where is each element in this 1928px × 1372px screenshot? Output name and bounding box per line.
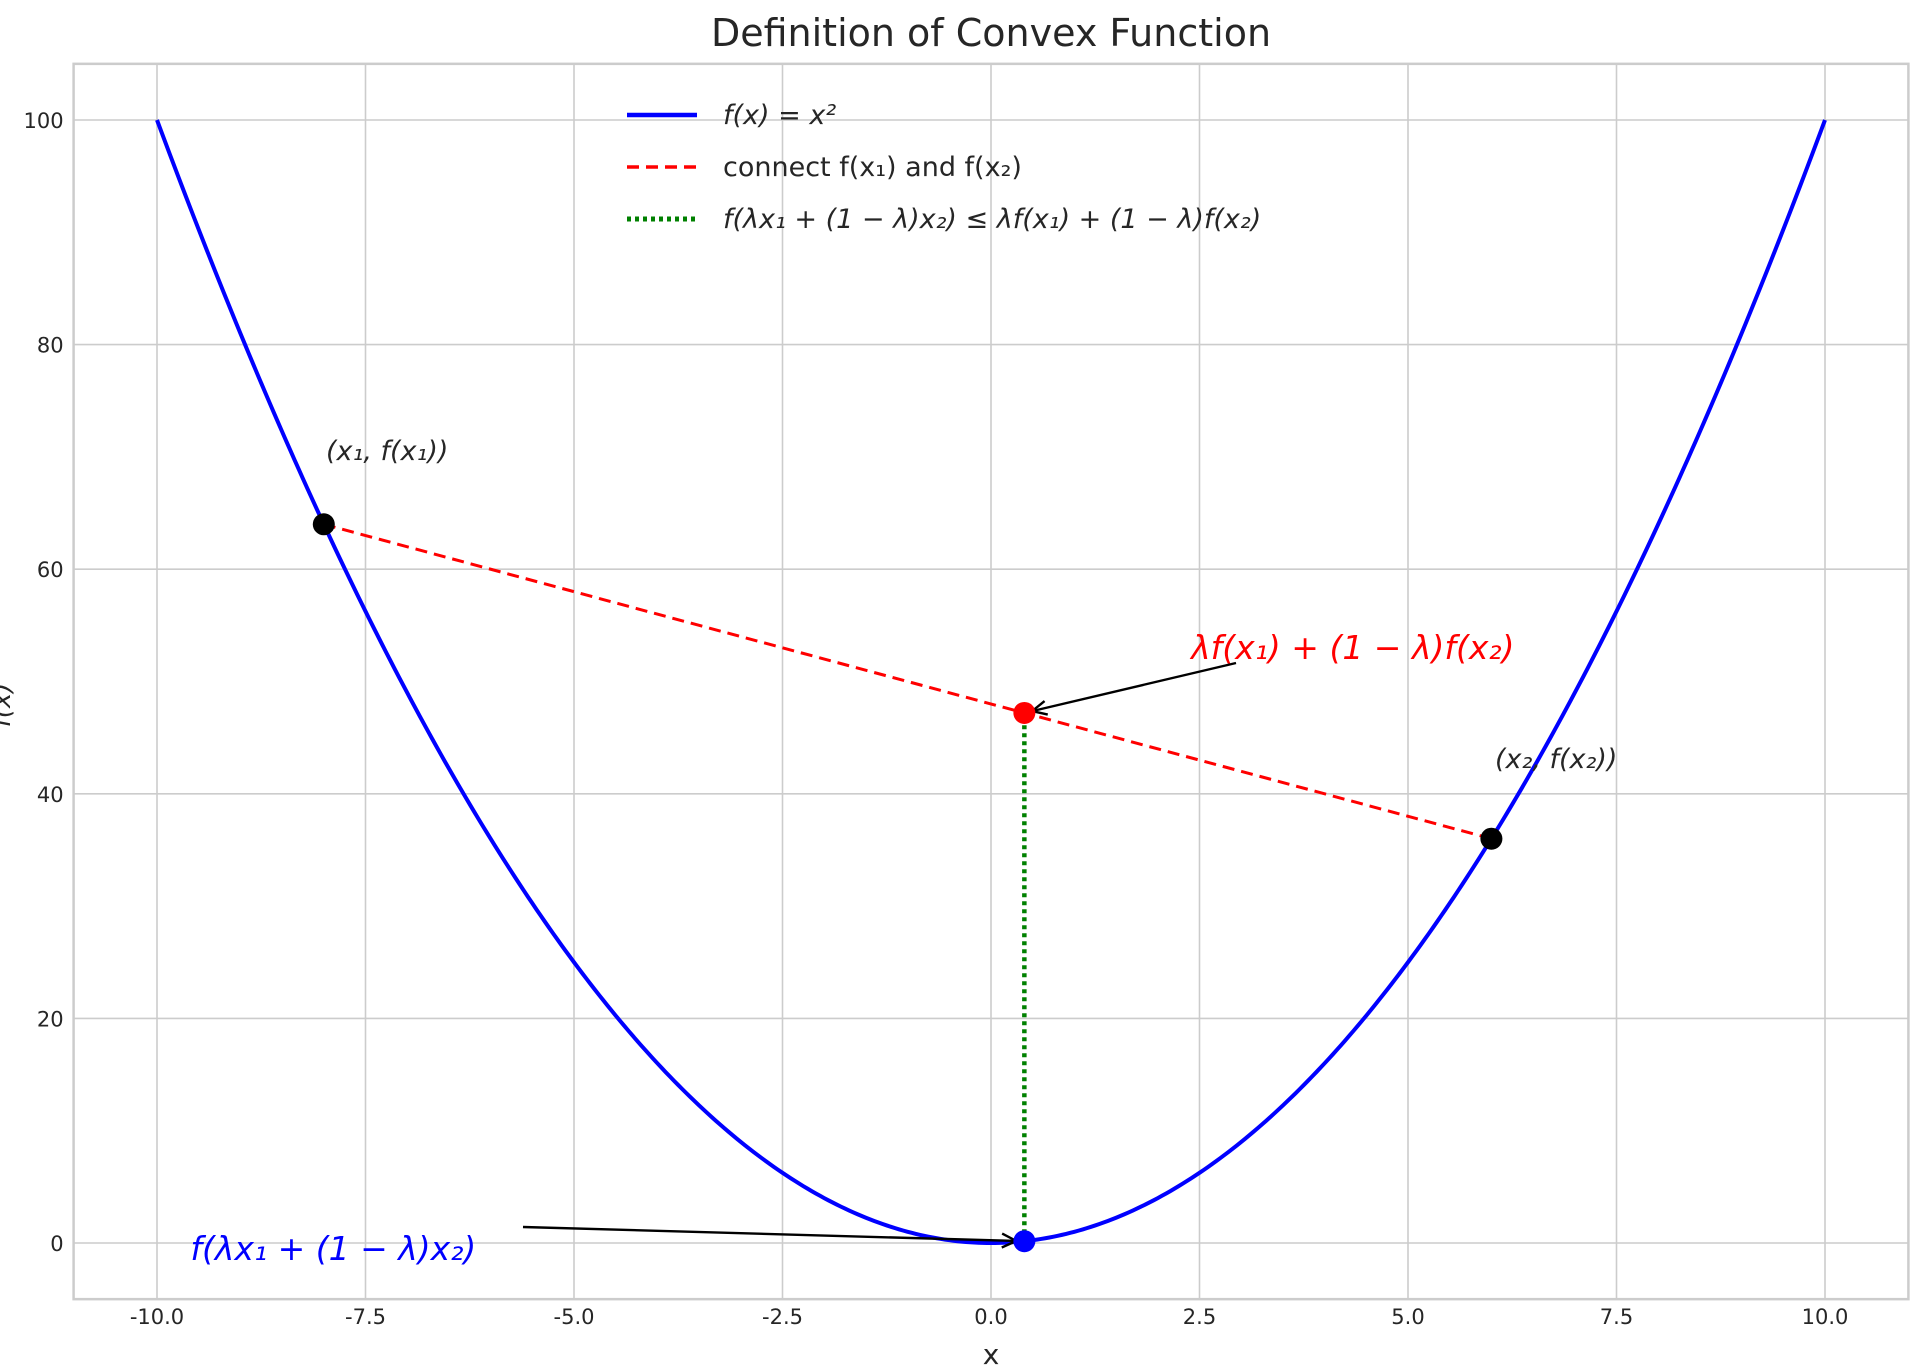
legend-label: f(λx₁ + (1 − λ)x₂) ≤ λf(x₁) + (1 − λ)f(x… (723, 204, 1261, 235)
x-tick-label: -10.0 (130, 1305, 184, 1329)
y-tick-label: 40 (37, 783, 64, 807)
y-axis-label: f(x) (0, 683, 17, 728)
x-tick-label: -2.5 (762, 1305, 803, 1329)
x-tick-label: 5.0 (1391, 1305, 1424, 1329)
x-tick-label: -7.5 (345, 1305, 386, 1329)
data-point (1013, 1230, 1036, 1253)
chart-title: Definition of Convex Function (711, 11, 1271, 55)
series-line (323, 522, 1492, 841)
data-point (312, 513, 335, 536)
x-tick-label: 0.0 (974, 1305, 1007, 1329)
data-point (1480, 827, 1503, 850)
grid (72, 62, 1910, 1301)
y-tick-label: 80 (37, 334, 64, 358)
plot-area: λf(x₁) + (1 − λ)f(x₂) f(λx₁ + (1 − λ)x₂) (… (155, 119, 1827, 1268)
point-label: (x₁, f(x₁)) (326, 436, 448, 467)
y-tick-label: 0 (50, 1232, 63, 1256)
legend: f(x) = x² connect f(x₁) and f(x₂) f(λx₁ + … (627, 100, 1261, 235)
legend-label: connect f(x₁) and f(x₂) (723, 152, 1022, 183)
x-axis-label: x (983, 1338, 1000, 1371)
annotation-arrow (1031, 661, 1237, 713)
tick-labels: -10.0 -7.5 -5.0 -2.5 0.0 2.5 5.0 7.5 10.0 0 20 40 60… (24, 109, 1849, 1329)
point-label: (x₂, f(x₂)) (1495, 744, 1617, 775)
annotation-label: f(λx₁ + (1 − λ)x₂) (190, 1229, 476, 1268)
annotation-label: λf(x₁) + (1 − λ)f(x₂) (1189, 628, 1514, 667)
annotation-arrow (522, 1225, 1017, 1243)
series-line (155, 119, 1827, 1246)
x-tick-label: 10.0 (1802, 1305, 1849, 1329)
y-tick-label: 60 (37, 558, 64, 582)
x-tick-label: 7.5 (1600, 1305, 1633, 1329)
data-point (1013, 701, 1036, 724)
x-tick-label: 2.5 (1183, 1305, 1216, 1329)
y-tick-label: 100 (24, 109, 64, 133)
x-tick-label: -5.0 (554, 1305, 595, 1329)
legend-label: f(x) = x² (723, 100, 836, 131)
y-tick-label: 20 (37, 1007, 64, 1031)
